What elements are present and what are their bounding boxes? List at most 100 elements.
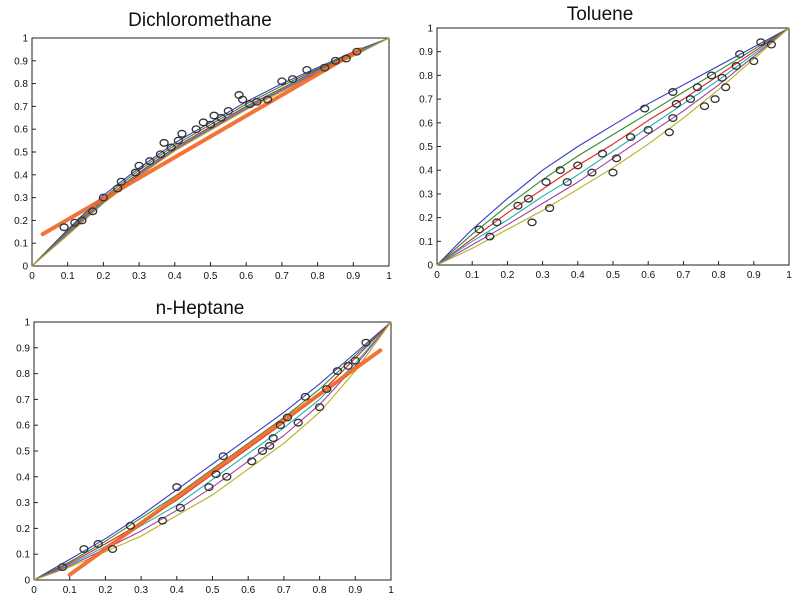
x-tick-label: 0.6 [241,585,255,596]
y-tick-label: 0.5 [16,447,30,458]
x-tick-label: 0.9 [747,270,761,281]
x-tick-label: 0.1 [63,585,77,596]
chart-title: Toluene [566,4,634,25]
data-point [685,95,696,104]
data-point [282,413,293,422]
x-tick-label: 0.1 [465,270,479,281]
series-line-red [31,37,390,267]
x-tick-label: 0.4 [571,270,585,281]
data-point [222,472,232,481]
data-point [544,204,555,213]
series-line-orange [67,348,383,577]
data-point [625,133,636,141]
data-point [710,95,720,104]
y-tick-label: 0.7 [14,102,28,113]
data-point [223,107,234,115]
y-tick-label: 0.1 [419,237,433,248]
x-tick-label: 0.7 [277,585,291,596]
data-point [597,149,608,158]
y-tick-label: 0.3 [14,193,28,204]
y-tick-label: 0.5 [419,142,433,153]
data-point [107,545,118,553]
data-point [756,38,766,47]
x-tick-label: 0.3 [536,270,550,281]
plot-area [33,321,392,581]
x-tick-label: 0.8 [311,271,325,282]
data-point [211,470,221,479]
x-tick-label: 0.3 [134,585,148,596]
y-tick-label: 0.9 [14,56,28,67]
data-point [293,418,303,427]
data-point [720,83,731,92]
x-tick-label: 0.7 [676,270,690,281]
data-point [88,207,98,216]
chart-title: n-Heptane [155,298,245,319]
series-line-green [33,321,392,581]
x-tick-label: 0.8 [313,585,327,596]
x-tick-label: 0.5 [606,270,620,281]
data-point [262,95,273,104]
y-tick-label: 0.9 [419,47,433,58]
series-line-red [436,27,790,266]
y-tick-label: 0.4 [16,472,30,483]
data-point [587,168,597,177]
data-point [341,54,351,63]
chart-panel-n-heptane: n-Heptane 0 0.1 0.2 0.3 0.4 0.5 0.6 0.7 0.8 0.9 1 0… [0,290,400,609]
data-point [671,99,682,108]
y-tick-label: 0.4 [14,170,28,181]
data-point [361,338,371,347]
data-point [155,150,166,159]
series-line-blue [436,27,790,266]
y-tick-label: 0.8 [14,79,28,90]
x-tick-label: 0.9 [348,585,362,596]
data-point [322,385,332,394]
x-tick-label: 0 [29,271,35,282]
y-tick-label: 1 [427,24,433,35]
data-point [352,47,362,56]
data-point [717,73,727,82]
y-tick-label: 0.7 [16,395,30,406]
y-tick-label: 0.4 [419,166,433,177]
y-tick-label: 0.5 [14,148,28,159]
chart-n-heptane: 0 0.1 0.2 0.3 0.4 0.5 0.6 0.7 0.8 0.9 1 0 0.1 0.2 0.3 0… [16,318,394,597]
data-point [350,356,360,365]
data-point [275,421,285,430]
y-tick-label: 0.3 [419,189,433,200]
data-point [173,136,184,145]
data-point [749,57,759,66]
x-tick-label: 0.4 [170,585,184,596]
data-point [492,218,502,227]
y-tick-label: 0.2 [16,524,30,535]
x-tick-label: 1 [786,270,792,281]
y-tick-label: 0.7 [419,95,433,106]
data-point [474,225,484,234]
x-tick-label: 0.5 [206,585,220,596]
data-point [699,102,710,111]
x-tick-label: 0.2 [500,270,514,281]
data-point [314,403,325,412]
data-point [640,104,650,113]
y-tick-label: 0.3 [16,498,30,509]
data-point [130,168,141,177]
y-tick-label: 0.1 [14,239,28,250]
chart-panel-toluene: Toluene 0 0.1 0.2 0.3 0.4 0.5 0.6 0.7 0.8 0.9 1 0 0.… [400,0,800,290]
y-tick-label: 1 [22,34,28,45]
data-point [59,223,69,232]
data-point [237,95,248,104]
data-point [332,367,343,375]
data-point [541,178,551,186]
x-tick-label: 0.1 [61,271,75,282]
data-point [513,201,523,210]
x-tick-label: 0 [31,585,37,596]
data-point [175,503,186,512]
data-point [287,75,298,83]
data-point [247,457,257,466]
data-point [608,168,618,177]
x-tick-label: 0.6 [641,270,655,281]
y-tick-label: 0 [24,576,30,587]
data-point [668,88,678,96]
data-point [77,216,87,225]
x-tick-label: 0 [434,270,440,281]
y-tick-label: 0.2 [14,216,28,227]
data-point [611,154,622,163]
